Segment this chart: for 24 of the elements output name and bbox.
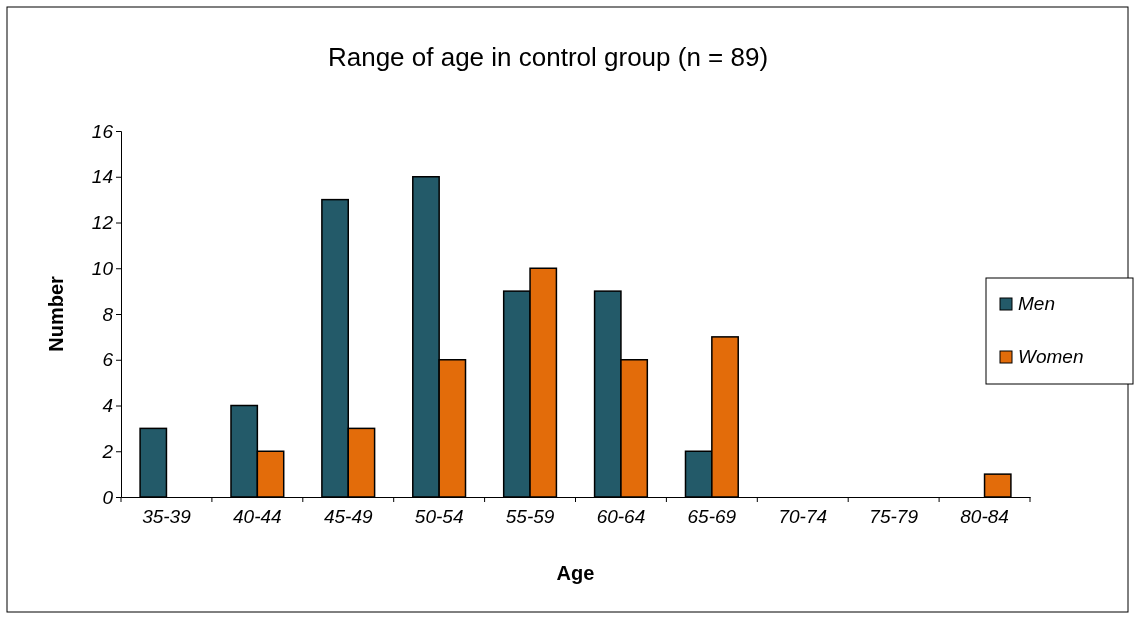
x-tick-label: 55-59 <box>505 505 555 527</box>
x-tick-label: 40-44 <box>233 505 282 527</box>
y-tick-label: 8 <box>102 303 114 325</box>
x-tick-label: 35-39 <box>142 505 192 527</box>
x-tick-label: 75-79 <box>869 505 919 527</box>
x-tick-label: 80-84 <box>960 505 1009 527</box>
legend-label: Men <box>1018 293 1055 314</box>
y-tick-label: 6 <box>102 349 114 371</box>
x-tick-label: 45-49 <box>323 505 373 527</box>
y-tick-label: 2 <box>101 440 114 462</box>
y-axis-title: Number <box>45 276 67 352</box>
y-tick-label: 4 <box>102 395 113 417</box>
legend-label: Women <box>1018 346 1084 367</box>
x-tick-label: 60-64 <box>596 505 646 527</box>
chart-title: Range of age in control group (n = 89) <box>327 42 769 72</box>
y-tick-label: 16 <box>91 120 114 142</box>
x-tick-label: 65-69 <box>687 505 737 527</box>
y-tick-label: 10 <box>91 257 114 279</box>
x-tick-label: 70-74 <box>778 505 828 527</box>
y-tick-label: 12 <box>91 212 114 234</box>
y-tick-label: 0 <box>102 486 114 508</box>
x-tick-label: 50-54 <box>414 505 464 527</box>
y-tick-label: 14 <box>91 166 113 188</box>
x-axis-title: Age <box>556 562 595 584</box>
